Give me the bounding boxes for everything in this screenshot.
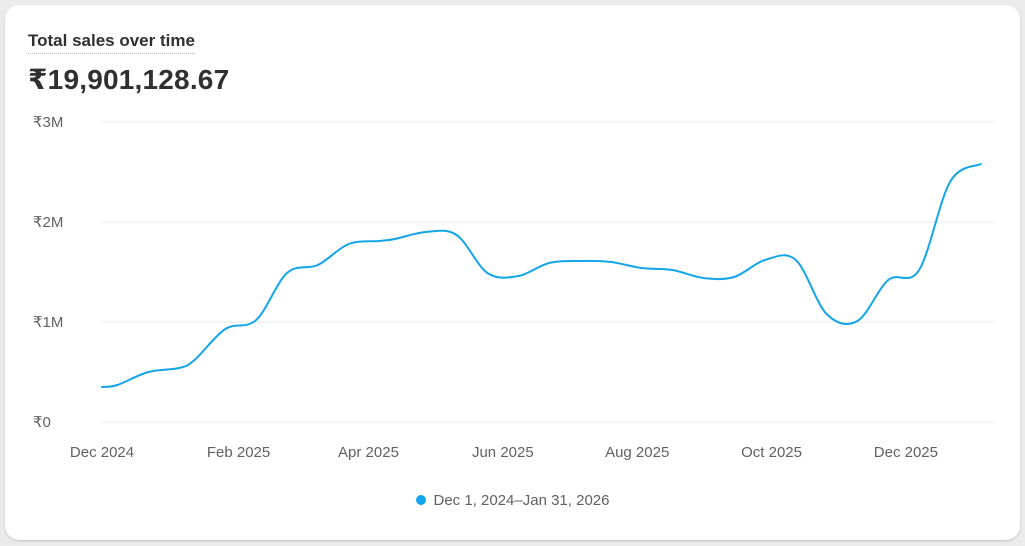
grid-layer [102,121,994,423]
sales-card: Total sales over time ₹19,901,128.67 ₹0 ₹… [5,5,1020,540]
total-sales-value: ₹19,901,128.67 [28,64,230,95]
x-tick-label: Jun 2025 [472,444,534,461]
legend-marker-icon [415,495,426,505]
x-tick-label: Apr 2025 [338,444,399,461]
x-tick-label: Feb 2025 [207,444,270,461]
y-tick-label: ₹3M [33,114,63,131]
x-tick-label: Dec 2024 [70,444,134,461]
chart-legend[interactable]: Dec 1, 2024–Jan 31, 2026 [5,492,1020,509]
y-tick-label: ₹2M [33,214,63,231]
card-title[interactable]: Total sales over time [28,31,195,54]
x-tick-label: Dec 2025 [874,444,938,461]
sales-line-chart: ₹0 ₹1M ₹2M ₹3M Dec 2024 Feb 2025 Apr 2025 Jun … [33,114,994,461]
x-tick-label: Aug 2025 [605,444,669,461]
x-tick-label: Oct 2025 [741,444,802,461]
y-axis-ticks: ₹0 ₹1M ₹2M ₹3M [33,114,63,431]
y-tick-label: ₹0 [33,414,51,431]
x-axis-ticks: Dec 2024 Feb 2025 Apr 2025 Jun 2025 Aug 2025… [70,444,938,461]
legend-label: Dec 1, 2024–Jan 31, 2026 [433,492,610,509]
series-layer [101,163,982,388]
series-line-0[interactable] [101,163,982,388]
y-tick-label: ₹1M [33,314,63,331]
